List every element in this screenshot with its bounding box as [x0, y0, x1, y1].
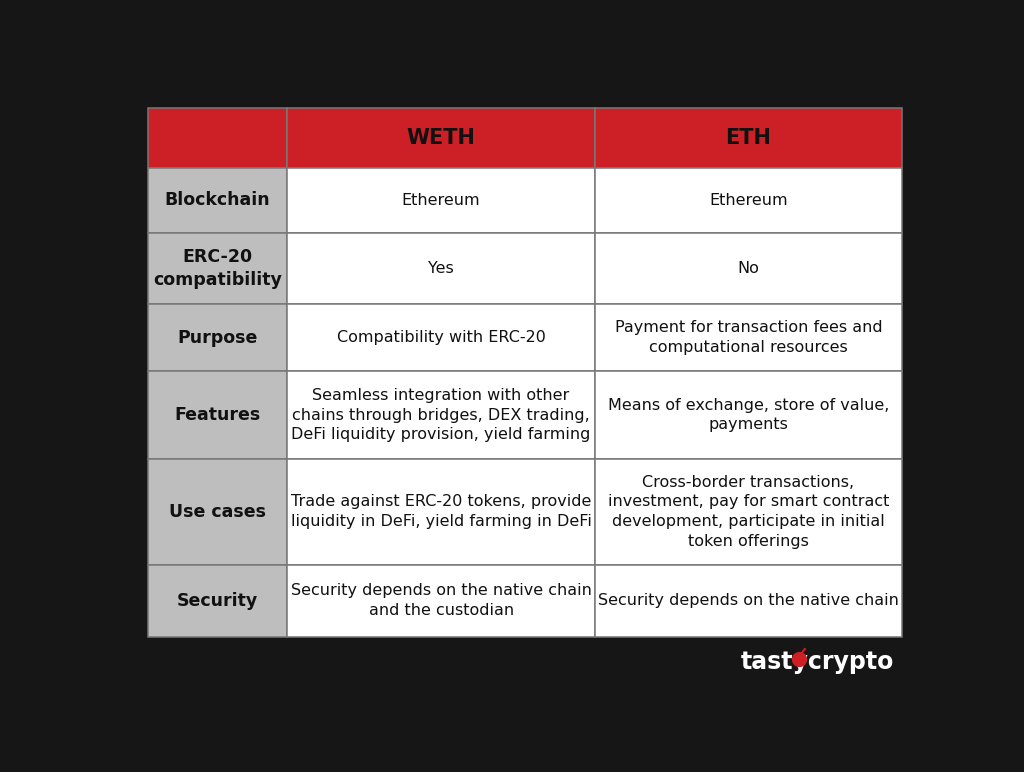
Text: Payment for transaction fees and
computational resources: Payment for transaction fees and computa…: [614, 320, 882, 355]
Text: Compatibility with ERC-20: Compatibility with ERC-20: [337, 330, 546, 345]
Bar: [147, 232, 288, 304]
Bar: [147, 565, 288, 637]
Bar: [595, 168, 902, 232]
Bar: [288, 565, 595, 637]
Bar: [595, 565, 902, 637]
Text: ETH: ETH: [725, 128, 771, 148]
Bar: [147, 371, 288, 459]
Text: Ethereum: Ethereum: [709, 193, 787, 208]
Text: Use cases: Use cases: [169, 503, 266, 521]
Bar: [595, 232, 902, 304]
Bar: [288, 107, 595, 168]
Bar: [288, 371, 595, 459]
Bar: [147, 304, 288, 371]
Text: Yes: Yes: [428, 261, 454, 276]
Text: No: No: [737, 261, 759, 276]
Bar: [147, 459, 288, 565]
Text: Cross-border transactions,
investment, pay for smart contract
development, parti: Cross-border transactions, investment, p…: [607, 475, 889, 549]
Text: Seamless integration with other
chains through bridges, DEX trading,
DeFi liquid: Seamless integration with other chains t…: [292, 388, 591, 442]
Text: Means of exchange, store of value,
payments: Means of exchange, store of value, payme…: [607, 398, 889, 432]
Text: ERC-20
compatibility: ERC-20 compatibility: [154, 248, 282, 290]
Text: WETH: WETH: [407, 128, 475, 148]
Bar: [288, 304, 595, 371]
Bar: [595, 304, 902, 371]
Bar: [147, 168, 288, 232]
Text: Security depends on the native chain: Security depends on the native chain: [598, 593, 899, 608]
Bar: [595, 107, 902, 168]
Bar: [595, 459, 902, 565]
Bar: [288, 232, 595, 304]
Text: Features: Features: [174, 406, 261, 424]
Text: Purpose: Purpose: [177, 329, 258, 347]
Bar: [595, 371, 902, 459]
Text: Ethereum: Ethereum: [401, 193, 480, 208]
Text: Trade against ERC-20 tokens, provide
liquidity in DeFi, yield farming in DeFi: Trade against ERC-20 tokens, provide liq…: [291, 494, 592, 530]
Text: Blockchain: Blockchain: [165, 191, 270, 209]
Bar: [288, 459, 595, 565]
Text: tastycrypto: tastycrypto: [740, 650, 894, 674]
Bar: [288, 168, 595, 232]
Text: Security: Security: [177, 591, 258, 610]
Text: Security depends on the native chain
and the custodian: Security depends on the native chain and…: [291, 584, 592, 618]
Bar: [147, 107, 288, 168]
